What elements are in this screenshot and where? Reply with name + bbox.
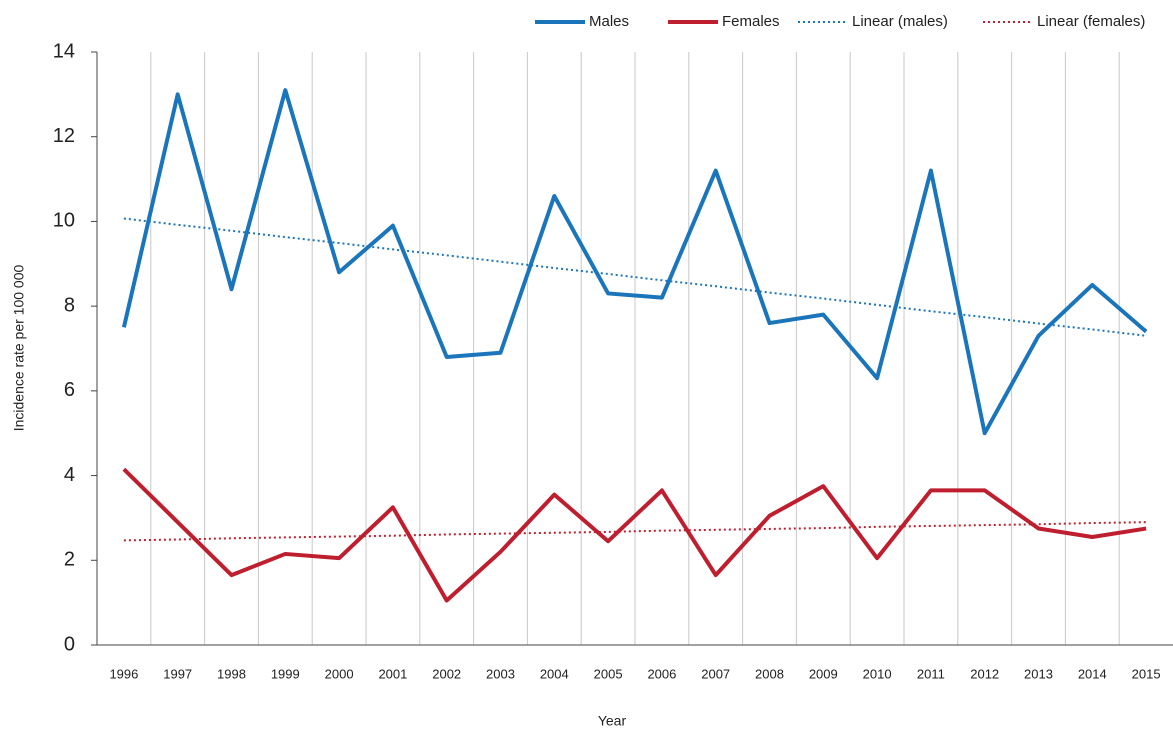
- y-tick-label: 8: [64, 294, 75, 316]
- x-tick-label: 2014: [1078, 666, 1107, 681]
- x-tick-label: 2007: [701, 666, 730, 681]
- x-tick-label: 1996: [109, 666, 138, 681]
- x-tick-label: 2000: [325, 666, 354, 681]
- y-tick-label: 0: [64, 633, 75, 655]
- x-tick-label: 2004: [540, 666, 569, 681]
- x-tick-label: 2005: [594, 666, 623, 681]
- y-tick-label: 2: [64, 549, 75, 571]
- x-tick-label: 2009: [809, 666, 838, 681]
- y-tick-label: 14: [53, 40, 75, 62]
- y-axis-label: Incidence rate per 100 000: [11, 265, 27, 432]
- x-tick-label: 2006: [647, 666, 676, 681]
- legend-label: Females: [722, 13, 780, 30]
- trend-line: [123, 217, 1147, 337]
- x-tick-label: 2012: [970, 666, 999, 681]
- x-axis-label: Year: [598, 713, 627, 729]
- x-tick-label: 2010: [863, 666, 892, 681]
- x-tick-label: 2008: [755, 666, 784, 681]
- x-tick-label: 2003: [486, 666, 515, 681]
- x-tick-label: 2011: [917, 666, 945, 681]
- legend-label: Males: [589, 13, 629, 30]
- series-line: [121, 88, 1148, 436]
- legend-label: Linear (females): [1037, 13, 1145, 30]
- legend-label: Linear (males): [852, 13, 948, 30]
- y-tick-label: 6: [64, 379, 75, 401]
- y-tick-label: 10: [53, 210, 75, 232]
- x-tick-label: 1997: [163, 666, 192, 681]
- trend-line: [123, 521, 1147, 542]
- x-tick-label: 2002: [432, 666, 461, 681]
- x-tick-label: 1998: [217, 666, 246, 681]
- series-line: [122, 467, 1147, 603]
- x-tick-label: 2001: [378, 666, 407, 681]
- x-tick-label: 1999: [271, 666, 300, 681]
- x-tick-label: 2013: [1024, 666, 1053, 681]
- y-tick-label: 12: [53, 125, 75, 147]
- y-tick-label: 4: [64, 464, 75, 486]
- x-tick-label: 2015: [1132, 666, 1161, 681]
